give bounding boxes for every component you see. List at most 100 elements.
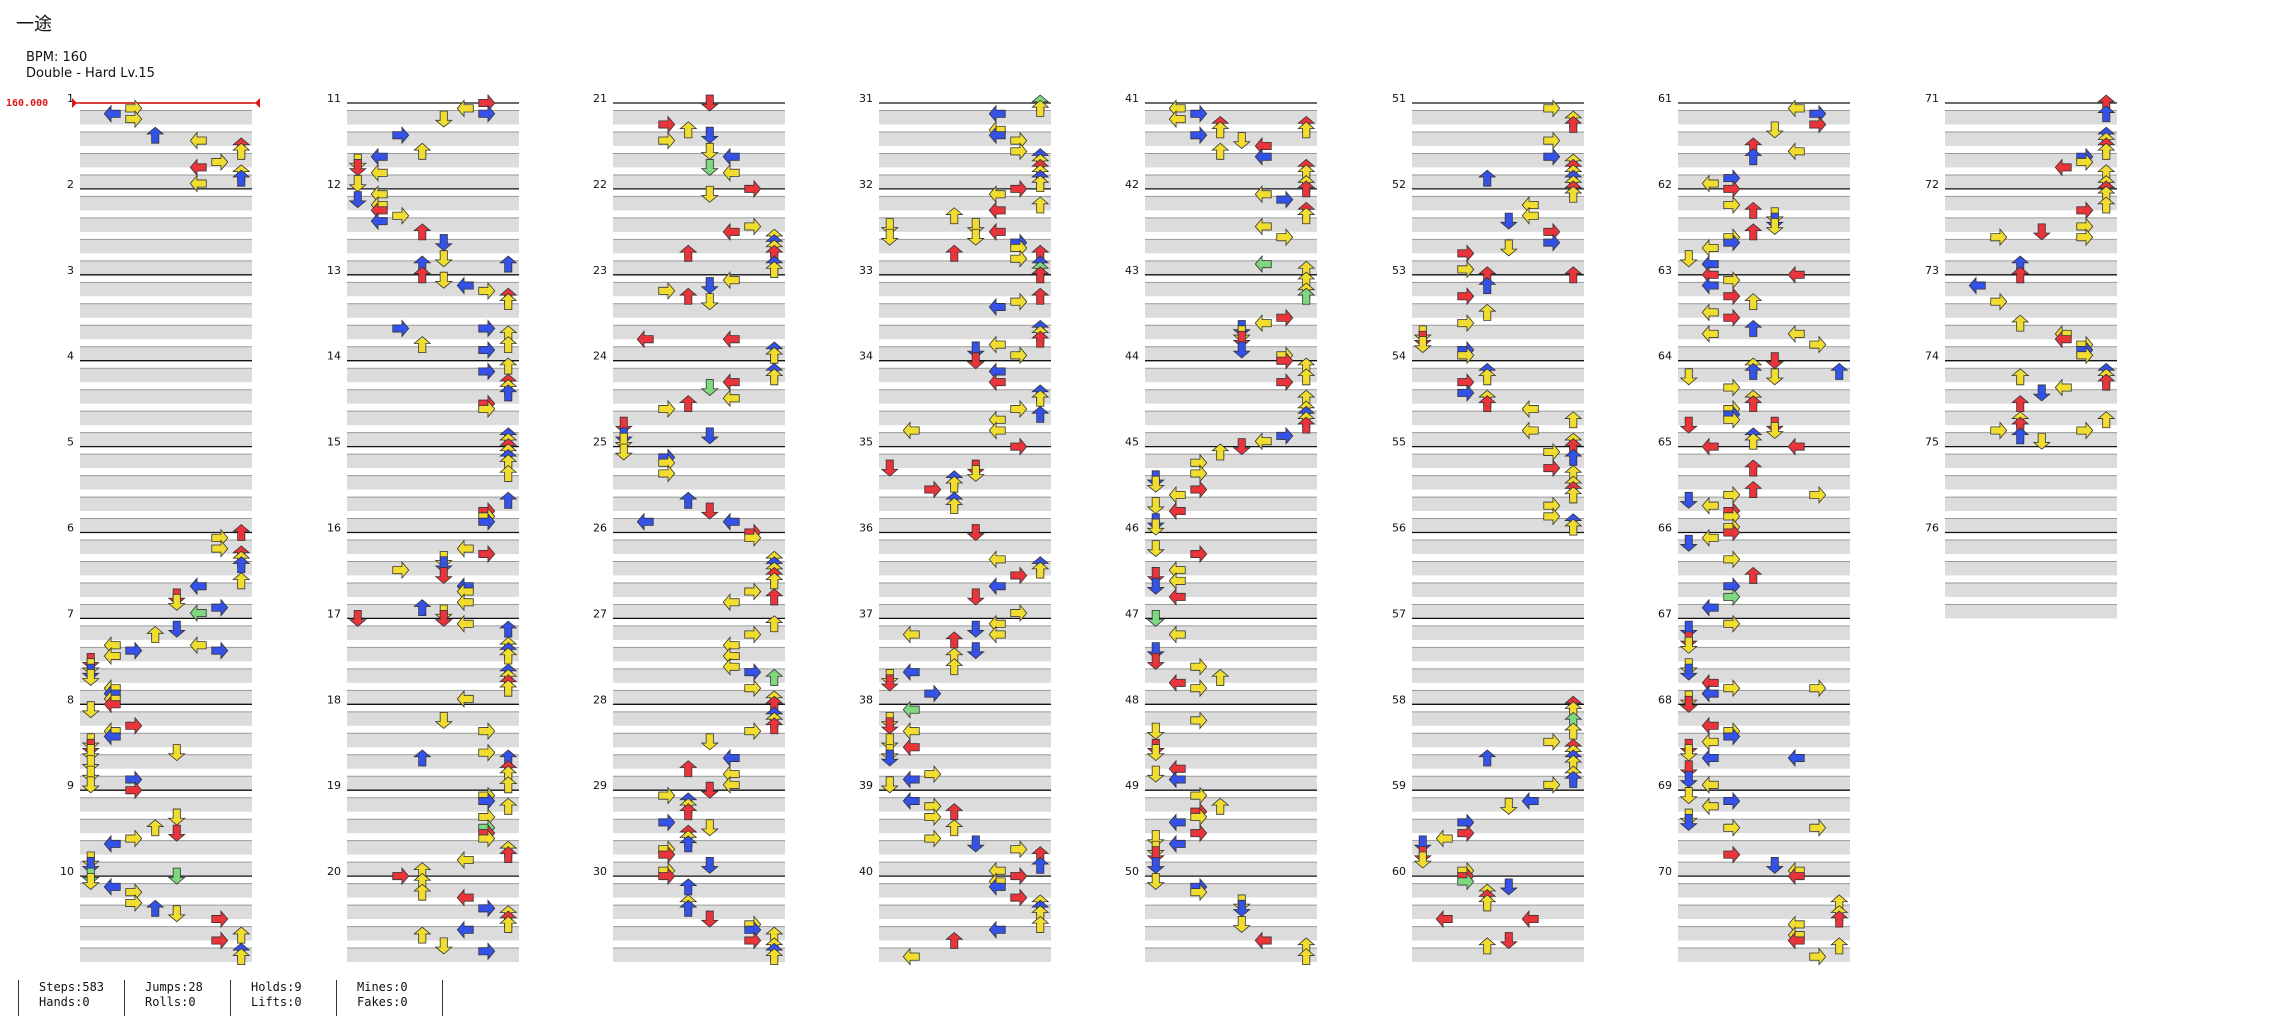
step-arrow	[1723, 287, 1741, 306]
step-arrow	[434, 712, 453, 729]
measure-band	[347, 905, 519, 920]
measure-band	[1945, 282, 2117, 297]
step-arrow	[1190, 104, 1208, 123]
step-arrow	[924, 480, 942, 499]
measure-band	[1412, 690, 1584, 705]
measure-band	[613, 196, 785, 211]
measure-band	[613, 862, 785, 877]
step-arrow	[1010, 437, 1028, 456]
step-arrow	[211, 641, 229, 660]
measure-band	[80, 217, 252, 232]
step-arrow	[2032, 432, 2051, 450]
step-arrow	[1276, 228, 1294, 247]
measure-number: 63	[1658, 264, 1672, 277]
measure-band	[1145, 711, 1317, 726]
measure-band	[879, 754, 1051, 769]
measure-band	[1678, 131, 1850, 146]
step-arrow	[1787, 265, 1805, 284]
measure-band	[347, 819, 519, 834]
step-arrow	[2097, 105, 2116, 123]
measure-band	[1412, 432, 1584, 447]
measure-band	[80, 733, 252, 748]
step-arrow	[1168, 501, 1186, 521]
difficulty-label: Double - Hard Lv.15	[26, 66, 155, 81]
measure-number: 21	[593, 92, 607, 105]
step-arrow	[1146, 577, 1165, 595]
measure-band	[1412, 239, 1584, 254]
step-arrow	[232, 142, 251, 160]
step-arrow	[1723, 195, 1741, 215]
step-arrow	[456, 99, 474, 118]
step-arrow	[1701, 324, 1719, 343]
step-arrow	[1168, 485, 1186, 505]
step-arrow	[988, 201, 1006, 220]
step-arrow	[1564, 770, 1583, 788]
step-arrow	[348, 159, 367, 176]
measure-number: 18	[327, 693, 341, 706]
step-arrow	[658, 464, 676, 483]
measure-number: 58	[1392, 693, 1406, 706]
measure-band	[1678, 518, 1850, 533]
measure-band	[613, 948, 785, 962]
step-arrow	[1232, 916, 1251, 933]
step-arrow	[1499, 797, 1518, 815]
measure-number: 60	[1392, 865, 1406, 878]
step-arrow	[1990, 421, 2008, 440]
step-arrow	[413, 599, 432, 617]
measure-band	[1412, 411, 1584, 426]
step-arrow	[1232, 132, 1251, 150]
step-arrow	[413, 336, 432, 353]
measure-band	[1678, 797, 1850, 812]
measure-band	[613, 883, 785, 898]
step-arrow	[636, 330, 654, 349]
step-arrow	[988, 126, 1006, 145]
step-arrow	[700, 185, 719, 203]
step-arrow	[499, 464, 518, 482]
step-arrow	[1564, 266, 1583, 284]
step-arrow	[348, 175, 367, 193]
step-arrow	[211, 931, 229, 950]
measure-band	[879, 411, 1051, 426]
step-arrow	[966, 620, 985, 638]
measure-band	[1678, 110, 1850, 125]
step-arrow	[1478, 169, 1497, 187]
step-arrow	[1679, 636, 1698, 654]
step-arrow	[1679, 663, 1698, 681]
step-arrow	[902, 770, 920, 789]
step-arrow	[902, 421, 920, 440]
measure-band	[613, 389, 785, 404]
step-arrow	[478, 340, 496, 360]
step-arrow	[1146, 652, 1165, 670]
step-arrow	[1990, 292, 2008, 311]
measure-band	[347, 153, 519, 168]
measure-band	[1145, 217, 1317, 232]
step-arrow	[902, 722, 920, 741]
step-arrow	[1457, 872, 1475, 891]
step-arrow	[1499, 932, 1518, 950]
measure-number: 54	[1392, 350, 1406, 363]
step-arrow	[966, 524, 985, 542]
step-arrow	[1190, 711, 1208, 730]
measure-band	[879, 174, 1051, 189]
step-arrow	[1168, 770, 1186, 789]
measure-band	[1145, 325, 1317, 340]
measure-band	[1945, 497, 2117, 512]
measure-band	[1145, 239, 1317, 254]
step-arrow	[1499, 878, 1518, 896]
step-arrow	[679, 121, 698, 139]
step-arrow	[1744, 319, 1763, 337]
measure-band	[1678, 668, 1850, 683]
measure-band	[1412, 389, 1584, 404]
measure-number: 73	[1925, 264, 1939, 277]
step-arrow	[103, 104, 121, 123]
measure-band	[80, 604, 252, 619]
measure-number: 50	[1125, 865, 1139, 878]
step-arrow	[679, 395, 698, 413]
step-arrow	[722, 271, 740, 290]
measure-band	[1412, 174, 1584, 189]
measure-number: 46	[1125, 522, 1139, 535]
bpm-label: BPM: 160	[26, 50, 88, 65]
measure-band	[347, 196, 519, 211]
measure-number: 7	[67, 607, 74, 620]
step-arrow	[1146, 475, 1165, 493]
